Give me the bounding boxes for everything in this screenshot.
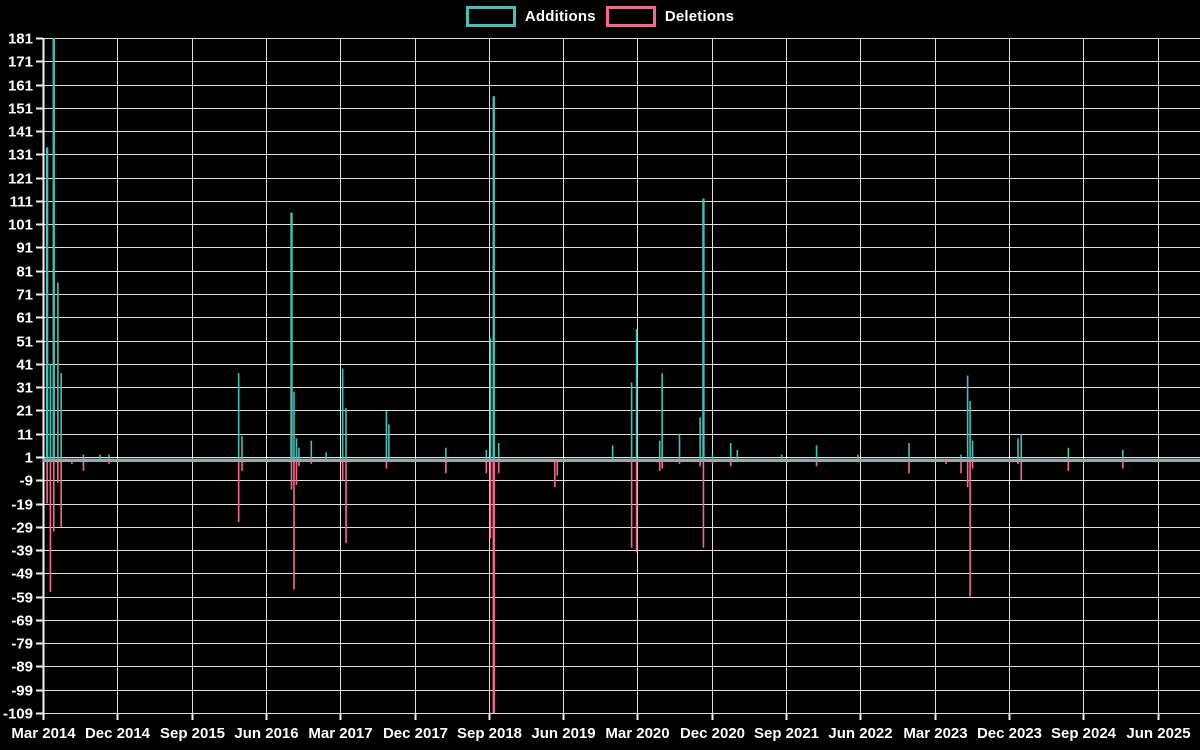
deletions-series [46,461,1124,713]
x-tick-label: Jun 2016 [234,725,298,742]
y-tick-label: 81 [16,264,33,281]
x-tick-label: Jun 2022 [828,725,892,742]
y-tick-label: 91 [16,240,33,257]
y-tick-label: 11 [17,427,33,444]
y-tick-label: 111 [10,194,33,211]
x-tick-label: Dec 2023 [977,725,1042,742]
y-tick-label: 31 [16,380,33,397]
x-tick-label: Sep 2018 [457,725,522,742]
y-tick-label: -59 [11,590,33,607]
additions-legend-label: Additions [524,8,596,25]
y-tick-label: -39 [11,543,33,560]
x-tick-label: Mar 2023 [903,725,967,742]
y-tick-label: 61 [16,310,33,327]
y-tick-label: 51 [16,334,33,351]
y-tick-label: 41 [16,357,33,374]
legend-item-additions[interactable]: Additions [465,6,596,27]
deletions-legend-label: Deletions [664,8,735,25]
y-tick-label: 101 [8,217,33,234]
x-tick-label: Dec 2017 [383,725,448,742]
y-tick-label: -49 [11,566,33,583]
y-tick-label: 121 [8,171,33,188]
x-tick-label: Jun 2025 [1126,725,1190,742]
y-tick-label: -9 [20,473,33,490]
y-tick-label: -99 [11,683,33,700]
y-tick-label: 1 [25,450,33,467]
y-tick-label: -109 [3,706,33,723]
additions-swatch-icon [465,6,516,27]
x-tick-label: Mar 2017 [308,725,372,742]
y-tick-label: -29 [11,520,33,537]
y-tick-label: 151 [8,101,33,118]
x-tick-label: Sep 2024 [1051,725,1117,742]
y-tick-label: 161 [8,78,33,95]
y-tick-label: 171 [8,54,33,71]
y-tick-label: -89 [11,659,33,676]
x-tick-label: Mar 2014 [11,725,76,742]
y-tick-label: 181 [8,31,33,48]
x-tick-label: Sep 2015 [160,725,225,742]
y-tick-label: -79 [11,636,33,653]
x-tick-label: Dec 2020 [680,725,745,742]
x-tick-label: Mar 2020 [605,725,669,742]
x-tick-label: Jun 2019 [531,725,595,742]
deletions-swatch-icon [605,6,656,27]
chart-legend: Additions Deletions [0,6,1200,27]
additions-series [45,38,1124,461]
y-tick-label: 131 [8,147,33,164]
y-tick-label: 141 [8,124,33,141]
y-tick-label: -19 [11,497,33,514]
x-tick-label: Dec 2014 [85,725,151,742]
y-tick-label: 21 [16,403,33,420]
legend-item-deletions[interactable]: Deletions [605,6,735,27]
x-tick-label: Sep 2021 [754,725,819,742]
y-tick-label: -69 [11,613,33,630]
y-tick-label: 71 [16,287,33,304]
